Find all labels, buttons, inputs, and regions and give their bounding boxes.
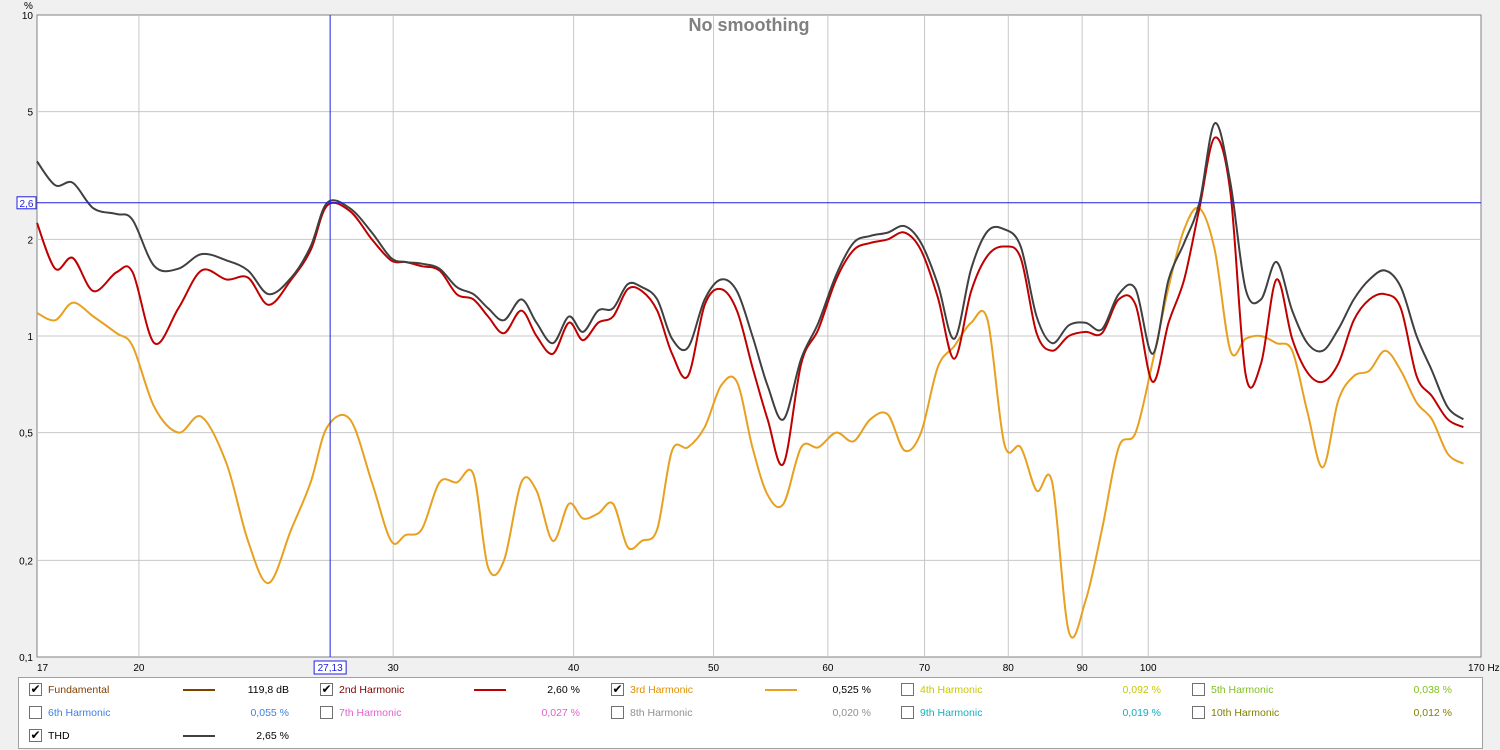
x-tick-label: 17 [37,663,49,674]
legend-item-4th-harmonic[interactable]: 4th Harmonic 0,092 % [901,681,1181,699]
legend-item-fundamental[interactable]: ✔ Fundamental 119,8 dB [29,681,309,699]
x-tick-label: 90 [1077,663,1089,674]
legend-value: 2,65 % [256,730,289,742]
legend-item-9th-harmonic[interactable]: 9th Harmonic 0,019 % [901,704,1181,722]
cursor-x-readout-box [313,660,347,675]
legend-checkbox-10th-harmonic[interactable] [1192,706,1205,719]
legend-panel: ✔ Fundamental 119,8 dB ✔ 2nd Harmonic 2,60 % ✔… [18,677,1483,749]
cursor-x-readout: 27,13 [318,663,343,674]
x-tick-label: 100 [1140,663,1157,674]
legend-checkbox-2nd-harmonic[interactable]: ✔ [320,682,333,696]
legend-checkbox-3rd-harmonic[interactable]: ✔ [611,682,624,696]
y-unit-label: % [24,1,33,12]
x-tick-label: 20 [133,663,145,674]
legend-label: 4th Harmonic [920,684,983,696]
cursor-y-readout: 2,6 [20,199,34,210]
legend-swatch [474,689,506,691]
legend-label: 3rd Harmonic [630,684,694,696]
legend-item-8th-harmonic[interactable]: 8th Harmonic 0,020 % [611,704,891,722]
y-tick-label: 0,1 [19,653,33,664]
legend-value: 0,027 % [541,707,580,719]
legend-value: 0,092 % [1122,684,1161,696]
legend-checkbox-7th-harmonic[interactable] [320,706,333,719]
legend-label: 9th Harmonic [920,707,983,719]
y-tick-label: 0,2 [19,556,33,567]
legend-item-10th-harmonic[interactable]: 10th Harmonic 0,012 % [1192,704,1472,722]
y-tick-label: 10 [22,11,34,22]
legend-item-3rd-harmonic[interactable]: ✔ 3rd Harmonic 0,525 % [611,681,891,699]
cursor[interactable]: 27,13 2,6 [16,15,1481,675]
legend-label: 2nd Harmonic [339,684,405,696]
y-tick-label: 2 [27,235,33,246]
legend-item-6th-harmonic[interactable]: 6th Harmonic 0,055 % [29,704,309,722]
legend-checkbox-8th-harmonic[interactable] [611,706,624,719]
chart-title: No smoothing [689,15,810,35]
legend-value: 2,60 % [547,684,580,696]
legend-swatch [765,689,797,691]
legend-checkbox-4th-harmonic[interactable] [901,683,914,696]
grid-lines [37,15,1481,657]
legend-item-2nd-harmonic[interactable]: ✔ 2nd Harmonic 2,60 % [320,681,600,699]
legend-label: 5th Harmonic [1211,684,1274,696]
x-tick-label: 80 [1003,663,1015,674]
legend-checkbox-5th-harmonic[interactable] [1192,683,1205,696]
legend-label: THD [48,730,70,742]
y-tick-label: 1 [27,332,33,343]
y-tick-label: 5 [27,108,33,119]
x-tick-label: 170 Hz [1468,663,1500,674]
legend-value: 0,019 % [1122,707,1161,719]
x-tick-label: 50 [708,663,720,674]
x-tick-label: 60 [822,663,834,674]
x-tick-label: 70 [919,663,931,674]
series-line-3rd-harmonic [36,206,1464,639]
legend-item-thd[interactable]: ✔ THD 2,65 % [29,727,309,745]
distortion-chart[interactable]: 27,132,6 17 20 30 40 50 60 70 80 90 100 170 Hz1052… [0,0,1500,677]
legend-swatch [183,689,215,691]
legend-item-5th-harmonic[interactable]: 5th Harmonic 0,038 % [1192,681,1472,699]
legend-checkbox-9th-harmonic[interactable] [901,706,914,719]
legend-checkbox-6th-harmonic[interactable] [29,706,42,719]
cursor-y-readout-box [16,196,37,210]
legend-value: 0,525 % [832,684,871,696]
legend-label: 10th Harmonic [1211,707,1280,719]
legend-label: Fundamental [48,684,110,696]
legend-value: 119,8 dB [247,684,289,696]
legend-label: 6th Harmonic [48,707,111,719]
legend-checkbox-fundamental[interactable]: ✔ [29,682,42,696]
x-tick-label: 40 [568,663,580,674]
legend-value: 0,012 % [1413,707,1452,719]
legend-label: 7th Harmonic [339,707,402,719]
y-tick-label: 0,5 [19,429,33,440]
legend-swatch [183,735,215,737]
axis-labels: 17 20 30 40 50 60 70 80 90 100 170 Hz 10 5 2 1 0,5 0,2 0,… [19,11,1500,674]
legend-checkbox-thd[interactable]: ✔ [29,728,42,742]
x-tick-label: 30 [388,663,400,674]
legend-item-7th-harmonic[interactable]: 7th Harmonic 0,027 % [320,704,600,722]
legend-value: 0,020 % [832,707,871,719]
legend-value: 0,038 % [1413,684,1452,696]
legend-value: 0,055 % [250,707,289,719]
legend-label: 8th Harmonic [630,707,693,719]
